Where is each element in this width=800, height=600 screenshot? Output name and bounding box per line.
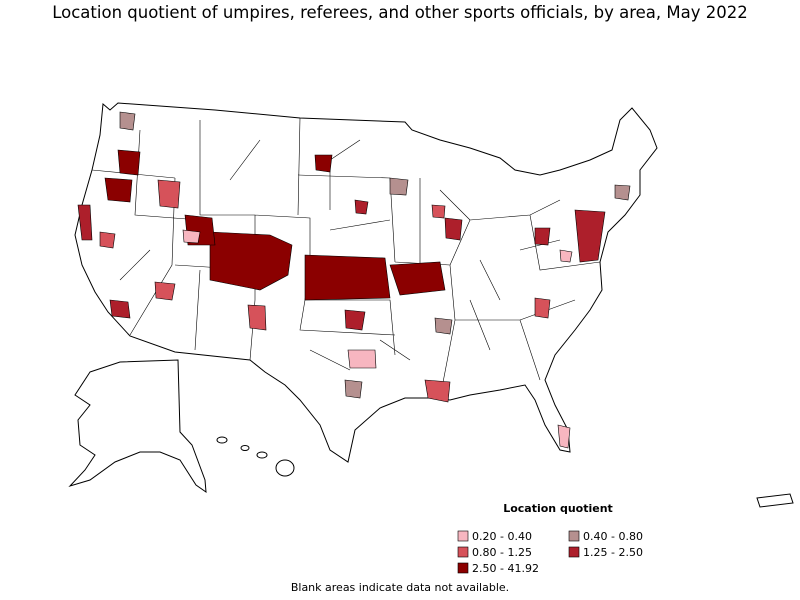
area — [104, 177, 133, 203]
area — [347, 349, 377, 369]
legend-label: 0.20 - 0.40 — [472, 530, 532, 543]
area — [117, 149, 141, 176]
area — [574, 209, 606, 263]
legend-title: Location quotient — [503, 502, 613, 515]
legend-swatch — [457, 562, 469, 574]
area — [247, 304, 267, 331]
footnote: Blank areas indicate data not available. — [291, 581, 509, 594]
legend-swatch — [457, 546, 469, 558]
area — [389, 177, 409, 196]
area — [557, 424, 571, 449]
area — [389, 261, 446, 296]
map-title: Location quotient of umpires, referees, … — [52, 3, 748, 22]
area — [314, 154, 333, 173]
area — [534, 297, 551, 319]
area — [109, 299, 131, 319]
legend-label: 2.50 - 41.92 — [472, 562, 539, 575]
area — [614, 184, 631, 201]
area — [559, 249, 573, 263]
puerto-rico — [756, 493, 794, 508]
area — [534, 227, 551, 246]
legend-swatch — [568, 546, 580, 558]
alaska — [68, 359, 207, 494]
area — [157, 179, 181, 209]
legend-label: 1.25 - 2.50 — [583, 546, 643, 559]
area — [182, 229, 201, 244]
areas — [77, 111, 631, 449]
area — [119, 111, 136, 131]
map — [68, 102, 794, 508]
area — [344, 309, 366, 331]
area — [354, 199, 369, 215]
area — [209, 231, 293, 291]
area — [154, 281, 176, 301]
legend-swatch — [457, 530, 469, 542]
area — [431, 204, 446, 219]
area — [434, 317, 453, 335]
area — [424, 379, 451, 403]
legend-items: 0.20 - 0.40 0.40 - 0.80 0.80 - 1.25 1.25 - … — [457, 530, 643, 575]
area — [444, 217, 463, 241]
legend: Location quotient 0.20 - 0.40 0.40 - 0.80… — [457, 502, 643, 575]
area — [344, 379, 363, 399]
area — [304, 254, 391, 301]
legend-swatch — [568, 530, 580, 542]
hawaii — [216, 436, 295, 477]
legend-label: 0.80 - 1.25 — [472, 546, 532, 559]
area — [99, 231, 116, 249]
legend-label: 0.40 - 0.80 — [583, 530, 643, 543]
area — [77, 204, 93, 241]
